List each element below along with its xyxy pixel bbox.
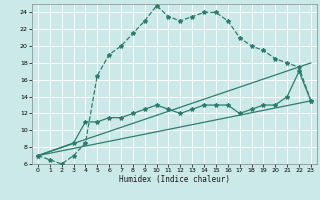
X-axis label: Humidex (Indice chaleur): Humidex (Indice chaleur): [119, 175, 230, 184]
